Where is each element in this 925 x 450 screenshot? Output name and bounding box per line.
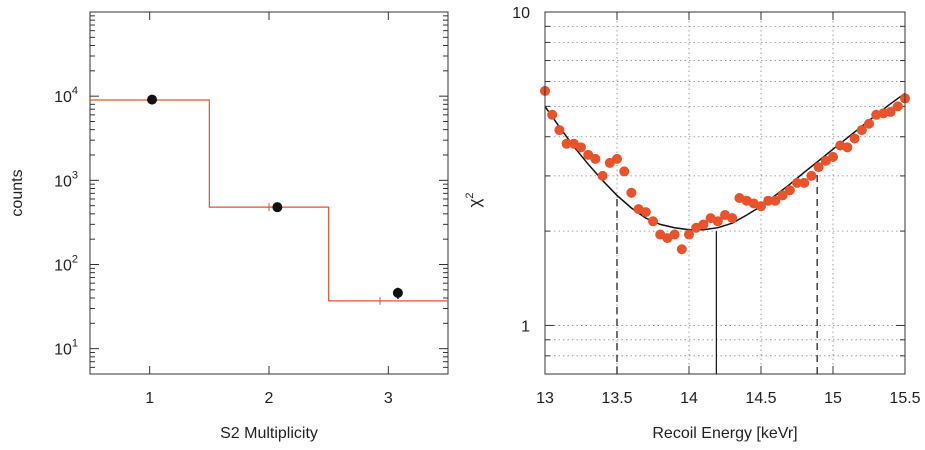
chi2-point	[799, 177, 810, 188]
left-y-tick-label-exp: 2	[72, 253, 78, 265]
chi2-point	[864, 118, 874, 129]
right-x-tick-label: 14.5	[745, 390, 776, 407]
chi2-point	[561, 138, 572, 149]
right-grid	[545, 12, 905, 374]
chi2-point	[547, 109, 558, 120]
right-y-tick-labels: 1 10	[512, 5, 530, 335]
chi2-point	[849, 133, 860, 144]
right-x-axis-label: Recoil Energy [keVr]	[652, 425, 797, 442]
chi2-point	[698, 219, 709, 230]
chi2-point	[756, 201, 766, 212]
chi2-point	[727, 213, 738, 224]
chi2-point	[626, 187, 637, 198]
chi2-point	[777, 190, 788, 201]
chi2-point	[640, 207, 651, 218]
left-x-axis-label: S2 Multiplicity	[220, 425, 318, 442]
right-x-tick-label: 13	[536, 390, 554, 407]
left-y-tick-label: 103	[54, 169, 78, 190]
right-x-tick-label: 15.5	[889, 390, 920, 407]
chi2-point	[590, 153, 601, 164]
data-point	[147, 94, 158, 105]
left-y-tick-label-exp: 4	[72, 85, 78, 97]
chi2-point	[676, 244, 687, 255]
right-y-axis-label-base: χ	[465, 199, 484, 208]
chi2-point	[669, 229, 680, 240]
left-x-tick-labels: 1 2 3	[145, 390, 393, 407]
chi2-point	[770, 195, 781, 206]
chi2-point	[813, 162, 824, 173]
chi2-point	[806, 170, 817, 181]
left-y-axis-label: counts	[9, 169, 26, 216]
right-x-tick-label: 14	[680, 390, 698, 407]
left-y-tick-label: 104	[54, 85, 78, 106]
data-point	[392, 287, 403, 298]
data-points-series	[147, 94, 403, 299]
chi2-points-series	[540, 85, 910, 255]
right-x-tick-label: 13.5	[601, 390, 632, 407]
left-y-tick-label-base: 10	[54, 173, 72, 190]
right-plot-frame	[544, 11, 906, 375]
chi2-point	[763, 195, 774, 206]
left-y-tick-label-exp: 1	[72, 338, 78, 350]
chi2-point	[828, 151, 838, 162]
left-y-tick-label-base: 10	[54, 257, 72, 274]
model-step-line	[90, 99, 448, 302]
fit-curve	[544, 92, 906, 231]
fit-curve-series	[544, 92, 906, 231]
chi2-point	[856, 125, 867, 136]
chi2-point	[554, 125, 565, 136]
right-chart: 1 10 13 13.5 14 14.5 15 15.5 Recoil Energy [ke…	[464, 5, 921, 442]
chi2-point	[842, 142, 853, 153]
chi2-point	[892, 101, 903, 112]
right-y-axis-label-exp: 2	[464, 192, 476, 198]
chi2-point	[648, 216, 658, 227]
chi2-point	[597, 170, 608, 181]
left-y-tick-label-base: 10	[54, 89, 72, 106]
right-vertical-lines	[616, 160, 818, 374]
chi2-point	[576, 142, 586, 153]
left-x-tick-label: 3	[384, 390, 393, 407]
right-y-axis-label: χ2	[464, 192, 484, 207]
left-x-tick-label: 2	[265, 390, 274, 407]
left-y-tick-label-exp: 3	[72, 169, 78, 181]
chi2-point	[784, 185, 795, 196]
right-y-tick-label: 10	[512, 5, 530, 22]
chi2-point	[792, 177, 802, 188]
chi2-point	[619, 166, 630, 177]
left-plot-frame	[89, 11, 449, 375]
right-y-tick-label: 1	[521, 318, 530, 335]
data-point	[272, 202, 283, 213]
chi2-point	[885, 106, 896, 117]
left-x-tick-label: 1	[145, 390, 154, 407]
right-x-tick-label: 15	[824, 390, 842, 407]
left-y-tick-label: 102	[54, 253, 78, 274]
model-step-series	[90, 99, 448, 305]
right-x-tick-labels: 13 13.5 14 14.5 15 15.5	[536, 390, 921, 407]
left-y-tick-label-base: 10	[54, 342, 72, 359]
right-ticks	[544, 11, 906, 375]
left-y-tick-label: 101	[54, 338, 78, 359]
chi2-point	[612, 153, 622, 164]
chi2-point	[712, 216, 723, 227]
left-ticks	[90, 11, 448, 375]
chi2-point	[684, 229, 694, 240]
